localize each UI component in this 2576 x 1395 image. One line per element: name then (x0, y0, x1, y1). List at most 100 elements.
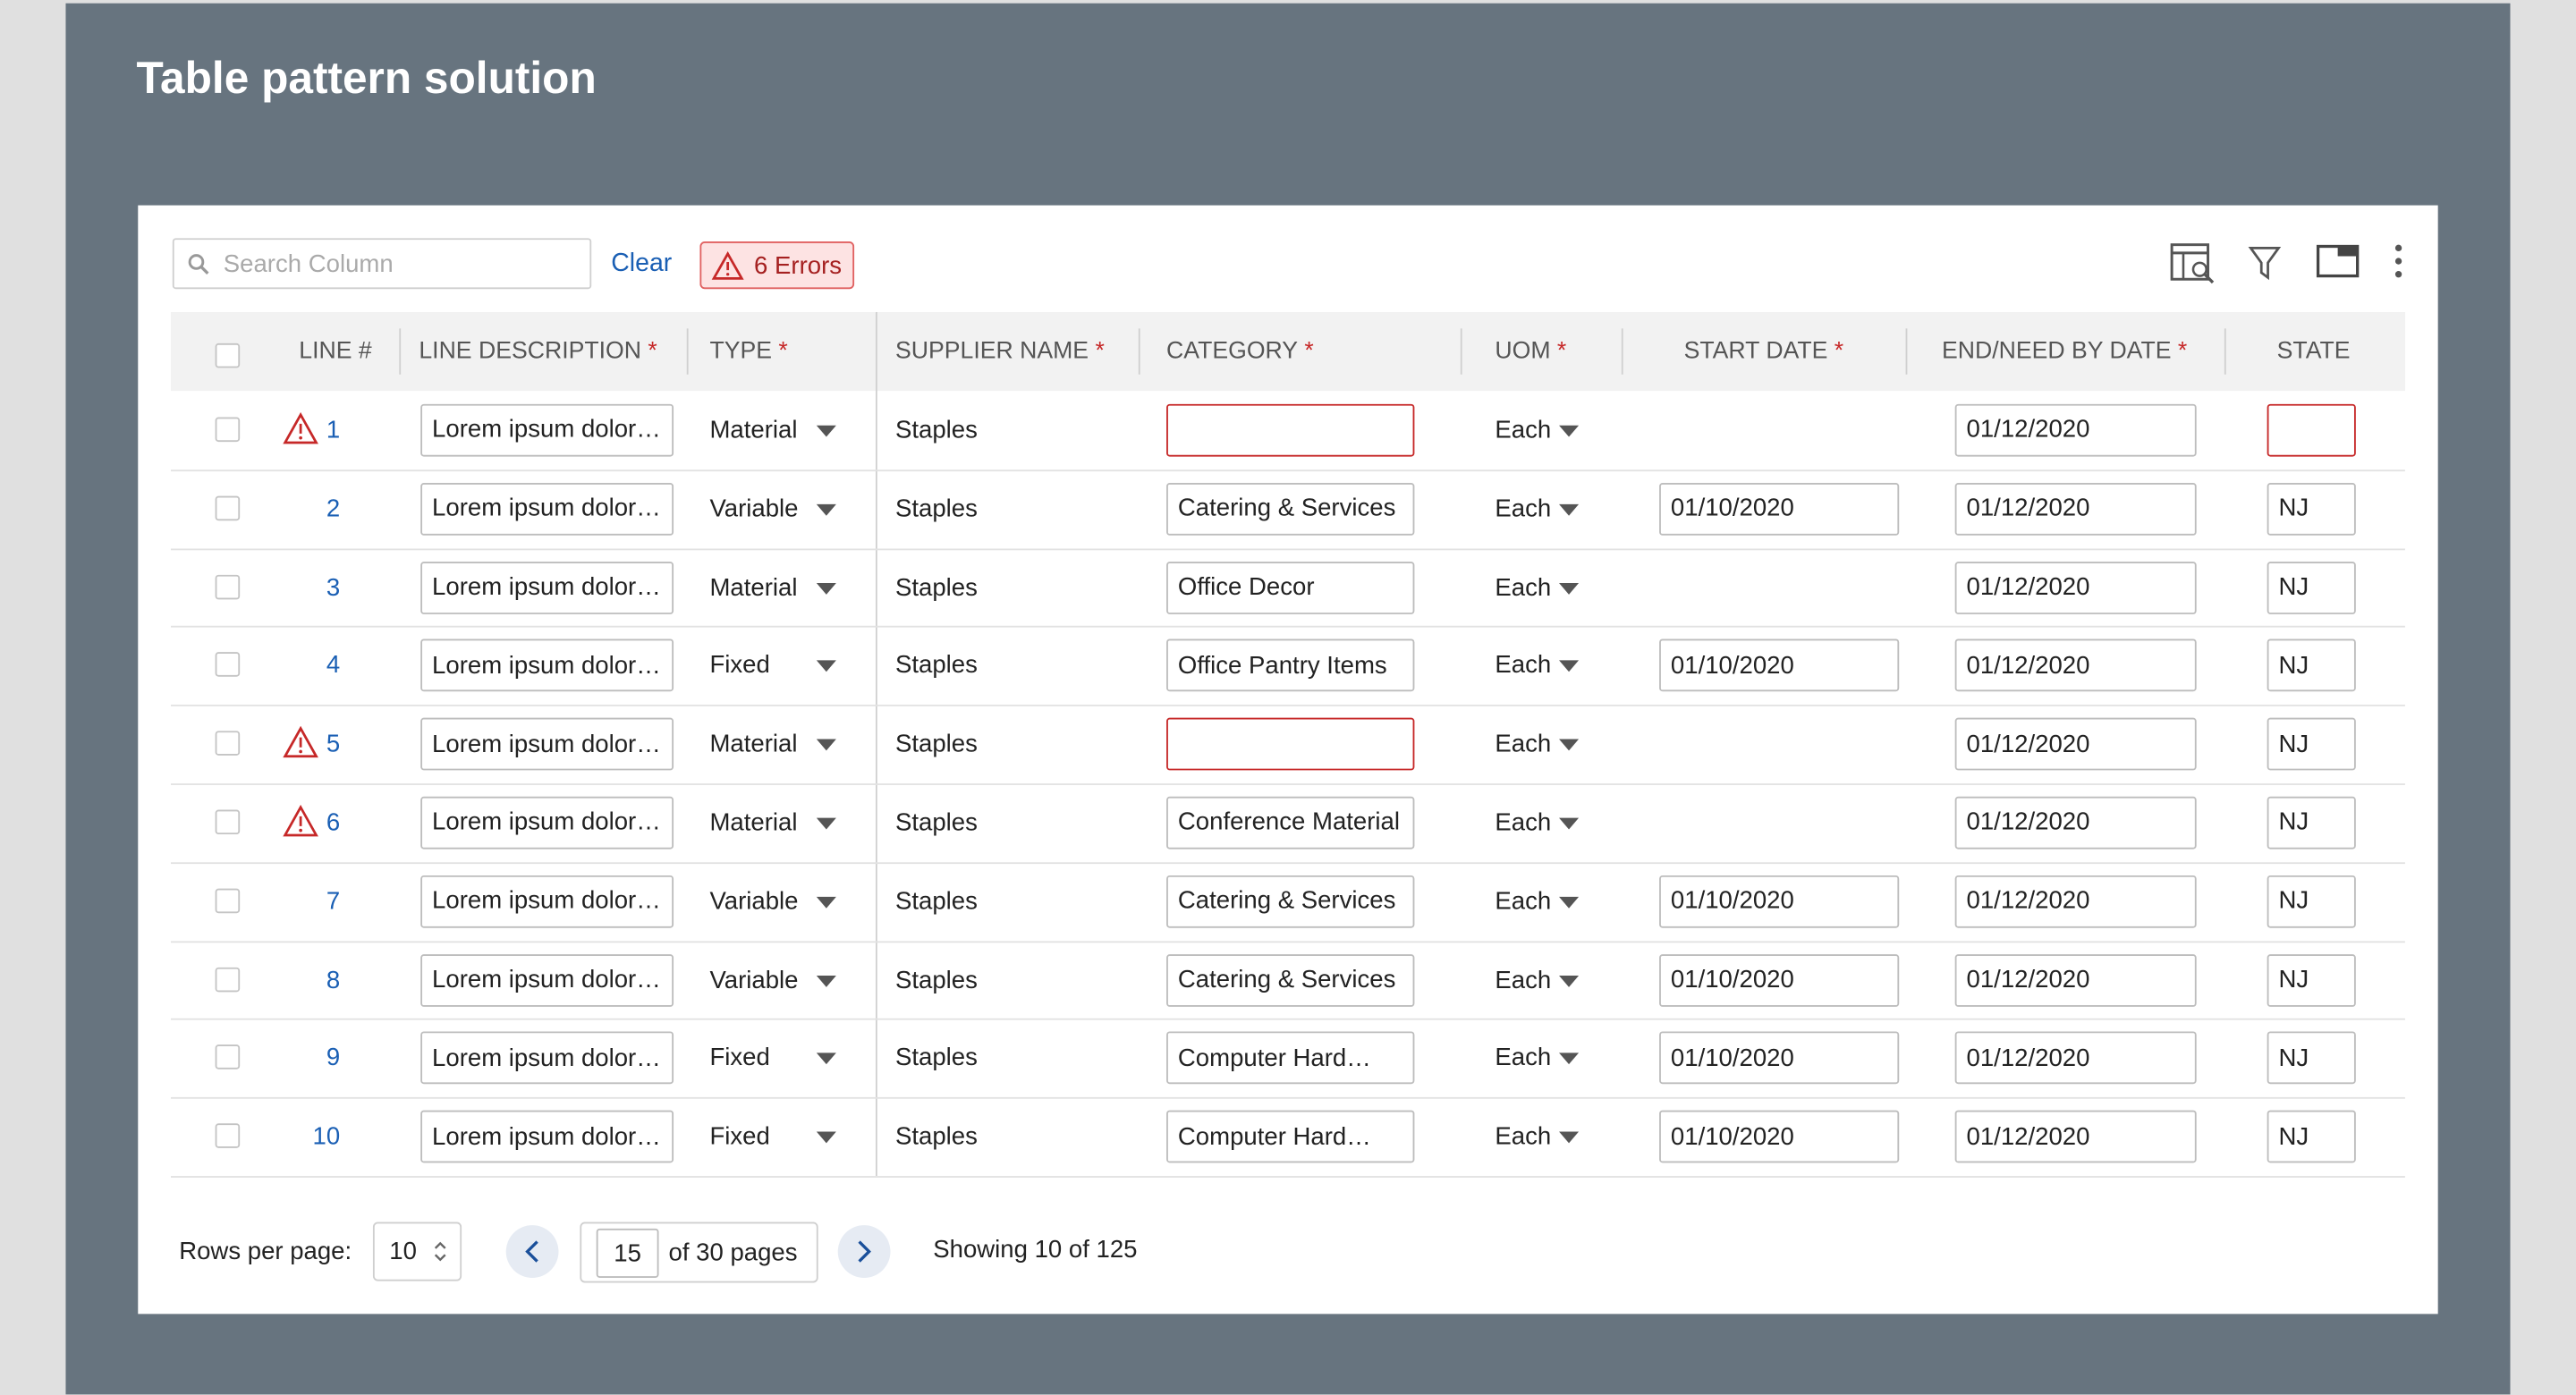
type-value[interactable]: Variable (709, 887, 799, 916)
type-value[interactable]: Fixed (709, 651, 770, 681)
line-number[interactable]: 7 (326, 887, 341, 916)
category-input[interactable]: Conference Material (1166, 796, 1415, 850)
uom-dropdown[interactable] (1559, 817, 1580, 830)
state-input[interactable]: NJ (2267, 1110, 2356, 1163)
type-dropdown[interactable] (816, 1053, 836, 1065)
start-date-input[interactable]: 01/10/2020 (1659, 639, 1900, 692)
uom-dropdown[interactable] (1559, 1053, 1580, 1065)
uom-value[interactable]: Each (1495, 808, 1552, 837)
row-checkbox[interactable] (215, 573, 241, 599)
end-date-input[interactable]: 01/12/2020 (1954, 639, 2197, 692)
category-input[interactable] (1166, 717, 1415, 771)
start-date-input[interactable]: 01/10/2020 (1659, 482, 1900, 536)
type-value[interactable]: Fixed (709, 1044, 770, 1072)
start-date-input[interactable]: 01/10/2020 (1659, 1110, 1900, 1163)
type-dropdown[interactable] (816, 817, 836, 830)
more-icon[interactable] (2394, 244, 2402, 278)
type-value[interactable]: Material (709, 573, 798, 602)
uom-dropdown[interactable] (1559, 975, 1580, 986)
description-input[interactable]: Lorem ipsum dolor… (420, 1110, 674, 1163)
state-input[interactable]: NJ (2267, 561, 2356, 614)
type-dropdown[interactable] (816, 425, 836, 437)
description-input[interactable]: Lorem ipsum dolor… (420, 482, 674, 536)
description-input[interactable]: Lorem ipsum dolor… (420, 639, 674, 692)
state-input[interactable]: NJ (2267, 796, 2356, 850)
page-input[interactable]: 15 (596, 1228, 659, 1278)
description-input[interactable]: Lorem ipsum dolor… (420, 403, 674, 457)
type-value[interactable]: Material (709, 730, 798, 758)
end-date-input[interactable]: 01/12/2020 (1954, 717, 2197, 771)
row-checkbox[interactable] (215, 888, 241, 913)
uom-value[interactable]: Each (1495, 573, 1552, 602)
description-input[interactable]: Lorem ipsum dolor… (420, 1031, 674, 1085)
row-checkbox[interactable] (215, 495, 241, 520)
category-input[interactable]: Catering & Services (1166, 875, 1415, 928)
end-date-input[interactable]: 01/12/2020 (1954, 1031, 2197, 1085)
uom-value[interactable]: Each (1495, 651, 1552, 681)
category-input[interactable]: Computer Hard… (1166, 1031, 1415, 1085)
category-input[interactable]: Office Pantry Items (1166, 639, 1415, 692)
start-date-input[interactable]: 01/10/2020 (1659, 875, 1900, 928)
uom-value[interactable]: Each (1495, 416, 1552, 444)
end-date-input[interactable]: 01/12/2020 (1954, 482, 2197, 536)
line-number[interactable]: 8 (326, 965, 341, 994)
line-number[interactable]: 2 (326, 495, 341, 523)
uom-dropdown[interactable] (1559, 660, 1580, 672)
end-date-input[interactable]: 01/12/2020 (1954, 561, 2197, 614)
description-input[interactable]: Lorem ipsum dolor… (420, 875, 674, 928)
category-input[interactable] (1166, 403, 1415, 457)
line-number[interactable]: 9 (326, 1044, 341, 1072)
type-value[interactable]: Material (709, 416, 798, 444)
end-date-input[interactable]: 01/12/2020 (1954, 1110, 2197, 1163)
type-value[interactable]: Fixed (709, 1122, 770, 1151)
row-checkbox[interactable] (215, 731, 241, 757)
prev-page[interactable] (504, 1223, 560, 1279)
state-input[interactable]: NJ (2267, 717, 2356, 771)
line-number[interactable]: 1 (326, 416, 341, 444)
category-input[interactable]: Computer Hard… (1166, 1110, 1415, 1163)
description-input[interactable]: Lorem ipsum dolor… (420, 796, 674, 850)
category-input[interactable]: Office Decor (1166, 561, 1415, 614)
row-checkbox[interactable] (215, 1123, 241, 1149)
category-input[interactable]: Catering & Services (1166, 482, 1415, 536)
uom-dropdown[interactable] (1559, 425, 1580, 437)
uom-value[interactable]: Each (1495, 887, 1552, 916)
end-date-input[interactable]: 01/12/2020 (1954, 875, 2197, 928)
select-all-checkbox[interactable] (215, 342, 241, 368)
panel-icon[interactable] (2316, 244, 2360, 278)
row-checkbox[interactable] (215, 417, 241, 442)
row-checkbox[interactable] (215, 966, 241, 992)
line-number[interactable]: 5 (326, 730, 341, 758)
uom-dropdown[interactable] (1559, 503, 1580, 516)
start-date-input[interactable]: 01/10/2020 (1659, 1031, 1900, 1085)
uom-dropdown[interactable] (1559, 582, 1580, 594)
uom-value[interactable]: Each (1495, 730, 1552, 758)
state-input[interactable]: NJ (2267, 482, 2356, 536)
state-input[interactable]: NJ (2267, 1031, 2356, 1085)
state-input[interactable]: NJ (2267, 639, 2356, 692)
row-checkbox[interactable] (215, 652, 241, 678)
line-number[interactable]: 4 (326, 651, 341, 681)
row-checkbox[interactable] (215, 809, 241, 834)
line-number[interactable]: 10 (312, 1122, 341, 1151)
uom-dropdown[interactable] (1559, 1131, 1580, 1144)
type-dropdown[interactable] (816, 582, 836, 594)
state-input[interactable] (2267, 403, 2356, 457)
clear-button[interactable]: Clear (611, 249, 673, 278)
uom-value[interactable]: Each (1495, 965, 1552, 994)
line-number[interactable]: 3 (326, 573, 341, 602)
search-box[interactable]: Search Column (172, 238, 592, 290)
type-dropdown[interactable] (816, 503, 836, 516)
uom-dropdown[interactable] (1559, 739, 1580, 751)
type-dropdown[interactable] (816, 660, 836, 672)
category-input[interactable]: Catering & Services (1166, 953, 1415, 1006)
end-date-input[interactable]: 01/12/2020 (1954, 953, 2197, 1006)
filter-icon[interactable] (2248, 246, 2282, 281)
uom-value[interactable]: Each (1495, 495, 1552, 523)
description-input[interactable]: Lorem ipsum dolor… (420, 953, 674, 1006)
end-date-input[interactable]: 01/12/2020 (1954, 796, 2197, 850)
description-input[interactable]: Lorem ipsum dolor… (420, 561, 674, 614)
end-date-input[interactable]: 01/12/2020 (1954, 403, 2197, 457)
next-page[interactable] (836, 1223, 892, 1279)
errors-badge[interactable]: 6 Errors (699, 241, 855, 290)
